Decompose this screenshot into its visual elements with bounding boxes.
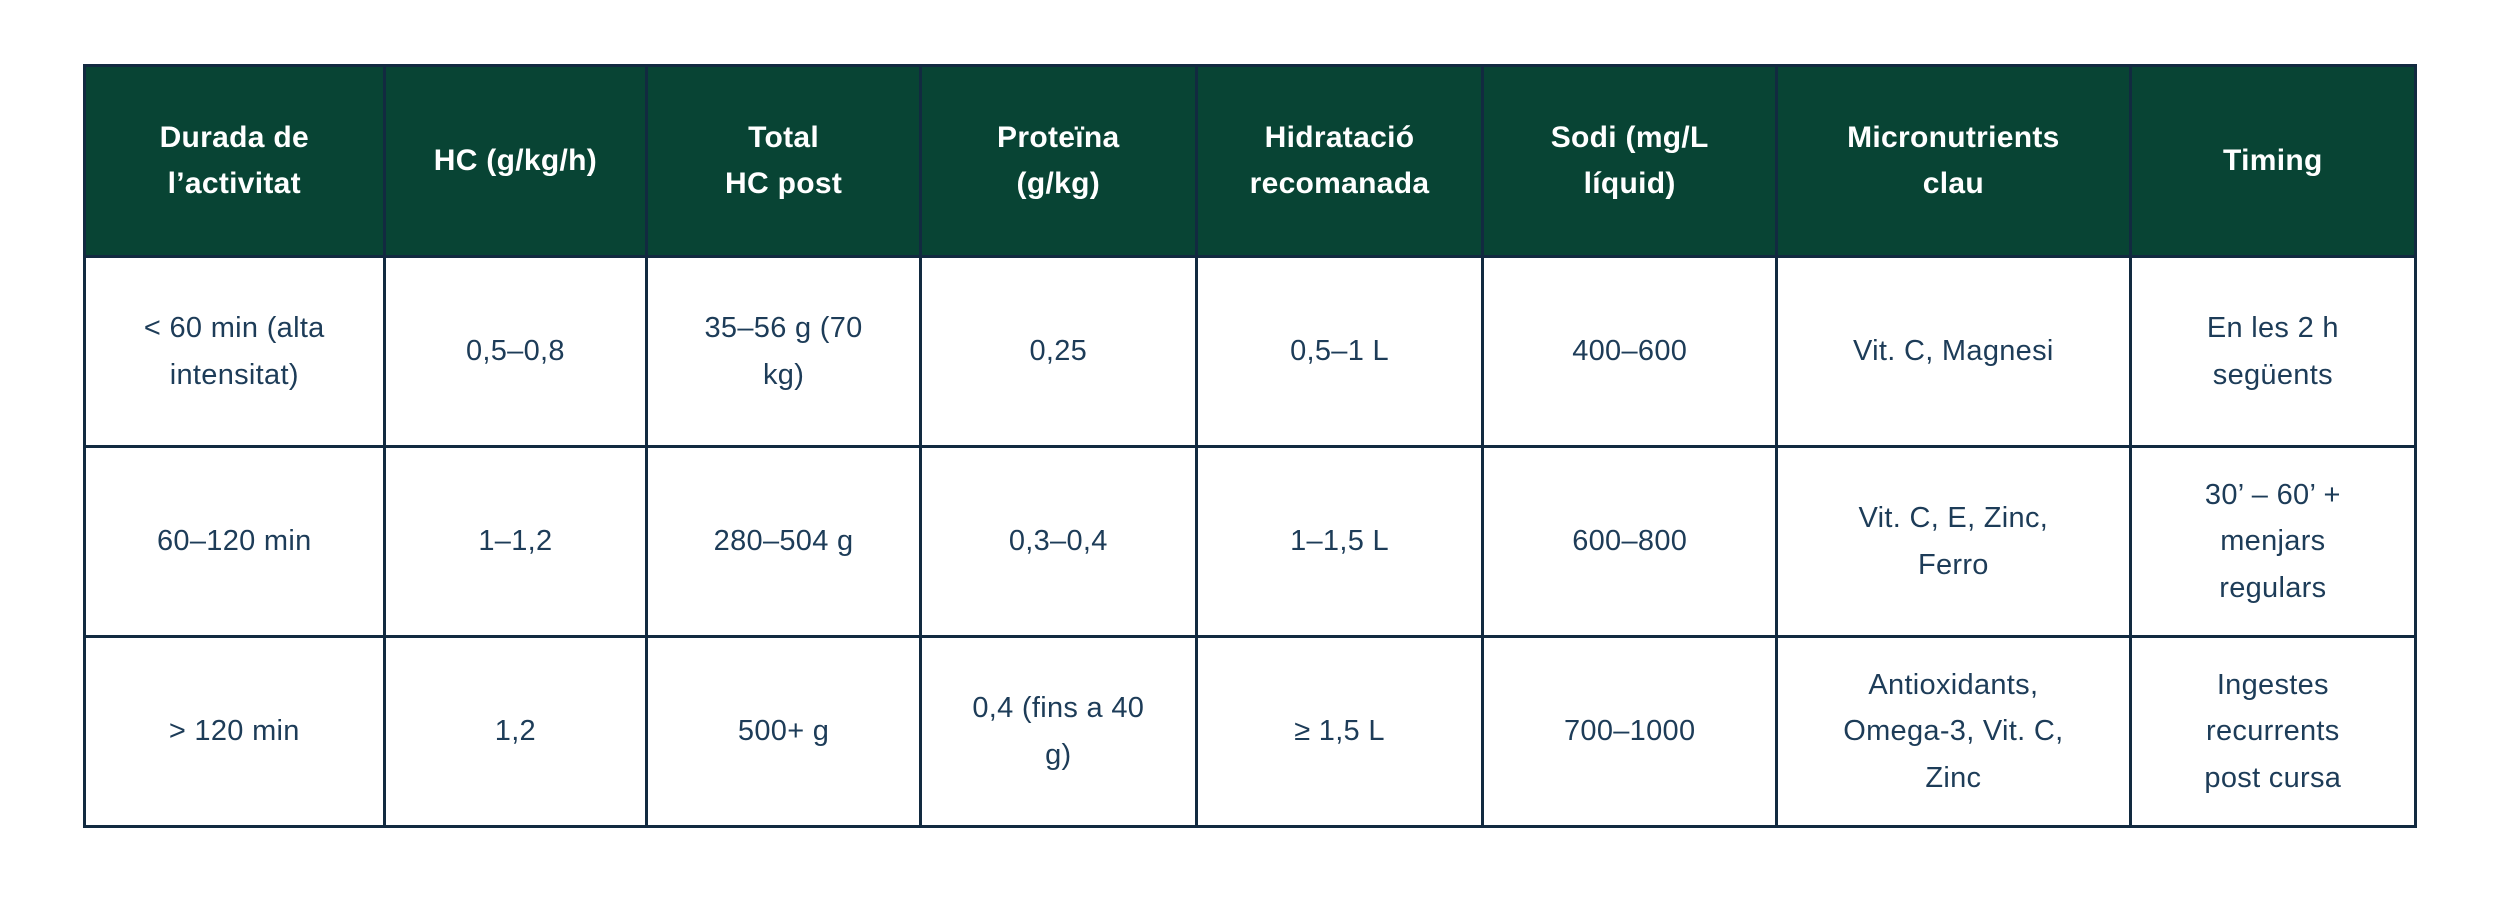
cell-total-hc: 35–56 g (70 kg) xyxy=(645,255,922,448)
header-total-hc-post: Total HC post xyxy=(645,64,922,258)
recovery-nutrition-table: Durada de l’activitat HC (g/kg/h) Total … xyxy=(83,64,2418,828)
header-hc-g-kg-h: HC (g/kg/h) xyxy=(382,64,649,258)
table-row-under-60-min: < 60 min (alta intensitat) 0,5–0,8 35–56… xyxy=(83,255,2418,448)
cell-sodi: 400–600 xyxy=(1481,255,1779,448)
cell-sodi: 600–800 xyxy=(1481,445,1779,638)
header-proteina: Proteïna (g/kg) xyxy=(918,64,1198,258)
cell-micronutrients: Vit. C, Magnesi xyxy=(1775,255,2132,448)
cell-durada: 60–120 min xyxy=(83,445,386,638)
cell-proteina: 0,3–0,4 xyxy=(918,445,1198,638)
table-header-row: Durada de l’activitat HC (g/kg/h) Total … xyxy=(83,64,2418,258)
header-sodi: Sodi (mg/L líquid) xyxy=(1481,64,1779,258)
cell-hc: 0,5–0,8 xyxy=(382,255,649,448)
cell-durada: < 60 min (alta intensitat) xyxy=(83,255,386,448)
cell-timing: En les 2 h següents xyxy=(2128,255,2418,448)
cell-hc: 1–1,2 xyxy=(382,445,649,638)
cell-total-hc: 500+ g xyxy=(645,635,922,828)
cell-durada: > 120 min xyxy=(83,635,386,828)
header-micronutrients-clau: Micronutrients clau xyxy=(1775,64,2132,258)
cell-proteina: 0,4 (fins a 40 g) xyxy=(918,635,1198,828)
cell-timing: 30’ – 60’ + menjars regulars xyxy=(2128,445,2418,638)
cell-hidratacio: 0,5–1 L xyxy=(1194,255,1485,448)
cell-total-hc: 280–504 g xyxy=(645,445,922,638)
cell-hc: 1,2 xyxy=(382,635,649,828)
cell-hidratacio: 1–1,5 L xyxy=(1194,445,1485,638)
cell-sodi: 700–1000 xyxy=(1481,635,1779,828)
cell-micronutrients: Vit. C, E, Zinc, Ferro xyxy=(1775,445,2132,638)
header-durada-activitat: Durada de l’activitat xyxy=(83,64,386,258)
cell-hidratacio: ≥ 1,5 L xyxy=(1194,635,1485,828)
table-row-60-120-min: 60–120 min 1–1,2 280–504 g 0,3–0,4 1–1,5… xyxy=(83,445,2418,638)
cell-proteina: 0,25 xyxy=(918,255,1198,448)
nutrition-table: Durada de l’activitat HC (g/kg/h) Total … xyxy=(83,64,2418,828)
table-row-over-120-min: > 120 min 1,2 500+ g 0,4 (fins a 40 g) ≥… xyxy=(83,635,2418,828)
cell-timing: Ingestes recurrents post cursa xyxy=(2128,635,2418,828)
header-timing: Timing xyxy=(2128,64,2418,258)
cell-micronutrients: Antioxidants, Omega-3, Vit. C, Zinc xyxy=(1775,635,2132,828)
header-hidratacio: Hidratació recomanada xyxy=(1194,64,1485,258)
